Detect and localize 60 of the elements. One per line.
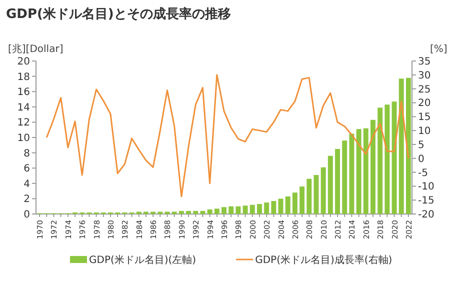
bar xyxy=(285,196,290,214)
bar xyxy=(363,128,368,214)
bar xyxy=(398,78,404,214)
bar xyxy=(256,204,262,214)
y2-tick-label: 30 xyxy=(418,70,431,82)
y2-axis-title: [%] xyxy=(430,44,448,55)
bar xyxy=(406,78,411,214)
bar xyxy=(271,200,276,214)
bar xyxy=(228,206,234,214)
bar xyxy=(378,108,383,214)
y-axis-title: [兆][Dollar] xyxy=(8,43,64,55)
y2-tick-label: 35 xyxy=(418,56,431,68)
bar xyxy=(178,210,184,214)
y-tick-label: 2 xyxy=(24,194,30,206)
y-tick-label: 14 xyxy=(17,102,30,114)
bar xyxy=(242,206,248,214)
y-tick-label: 16 xyxy=(17,87,30,98)
y-tick-label: 0 xyxy=(24,210,30,220)
bar xyxy=(207,209,212,214)
y2-tick-label: 10 xyxy=(418,126,431,138)
bar xyxy=(222,207,226,214)
bar xyxy=(250,204,255,214)
bar xyxy=(214,208,220,214)
bar xyxy=(328,156,333,214)
y-tick-label: 4 xyxy=(24,178,30,190)
bar xyxy=(306,178,312,214)
bar xyxy=(292,192,298,214)
bar xyxy=(200,210,206,214)
y2-tick-label: 0 xyxy=(418,154,424,165)
y-tick-label: 12 xyxy=(17,118,30,129)
y2-tick-label: -20 xyxy=(418,210,434,220)
bar xyxy=(300,186,305,214)
y-tick-label: 6 xyxy=(24,164,30,175)
bar xyxy=(236,206,241,214)
y2-tick-label: -5 xyxy=(418,168,428,179)
bar xyxy=(335,148,340,214)
bar xyxy=(186,210,192,214)
bar xyxy=(278,198,284,214)
bar xyxy=(193,210,198,214)
y-tick-label: 18 xyxy=(17,72,30,83)
legend-label: GDP(米ドル名目)(左軸) xyxy=(89,254,196,266)
bar xyxy=(370,120,376,214)
y2-tick-label: 15 xyxy=(418,112,431,124)
bar xyxy=(356,129,362,214)
bar xyxy=(264,202,270,214)
bar xyxy=(314,174,319,214)
y2-tick-label: 5 xyxy=(418,140,424,151)
y2-tick-label: 20 xyxy=(418,98,431,110)
bar xyxy=(320,167,326,214)
y2-tick-label: -15 xyxy=(418,196,434,207)
chart-title: GDP(米ドル名目)とその成長率の推移 xyxy=(6,6,231,22)
y-tick-label: 10 xyxy=(17,133,30,144)
bar xyxy=(349,134,354,214)
bar xyxy=(384,104,390,214)
y-tick-label: 8 xyxy=(24,148,30,160)
bar xyxy=(342,140,348,214)
y-tick-label: 20 xyxy=(17,56,30,68)
legend-label: GDP(米ドル名目)成長率(右軸) xyxy=(255,254,392,266)
y2-tick-label: -10 xyxy=(418,182,434,193)
y2-tick-label: 25 xyxy=(418,84,431,96)
